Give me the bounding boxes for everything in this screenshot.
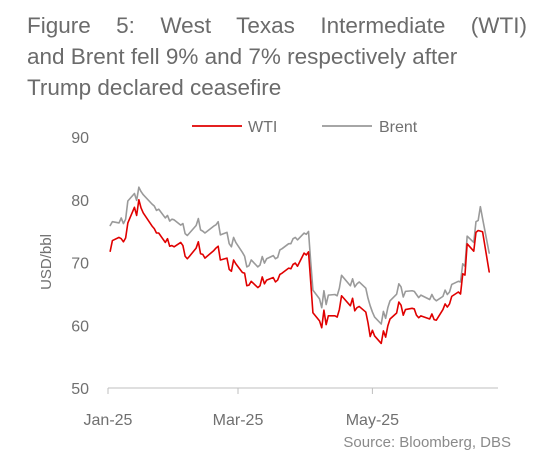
title-line-1: Figure 5: West Texas Intermediate (WTI)	[27, 13, 527, 38]
legend: WTI Brent	[192, 119, 418, 136]
series-line-brent	[109, 186, 490, 325]
series-group	[109, 186, 490, 345]
source-note: Source: Bloomberg, DBS	[343, 434, 511, 451]
legend-wti-label: WTI	[248, 119, 277, 136]
legend-brent-label: Brent	[379, 119, 418, 136]
y-axis-ticks: 50 60 70 80 90	[71, 130, 89, 398]
chart-title: Figure 5: West Texas Intermediate (WTI) …	[27, 10, 527, 103]
x-tick-label: Mar-25	[213, 412, 264, 429]
y-tick-label: 80	[71, 193, 89, 210]
x-tick-label: May-25	[346, 412, 399, 429]
x-axis-ticks: Jan-25 Mar-25 May-25	[84, 388, 399, 429]
title-line-2: and Brent fell 9% and 7% respectively af…	[27, 44, 458, 69]
y-tick-label: 60	[71, 318, 89, 335]
title-line-3: Trump declared ceasefire	[27, 75, 282, 100]
x-tick-label: Jan-25	[84, 412, 133, 429]
series-line-wti	[109, 198, 490, 345]
y-tick-label: 70	[71, 256, 89, 273]
y-axis-label: USD/bbl	[38, 234, 55, 290]
y-tick-label: 50	[71, 381, 89, 398]
y-tick-label: 90	[71, 130, 89, 147]
